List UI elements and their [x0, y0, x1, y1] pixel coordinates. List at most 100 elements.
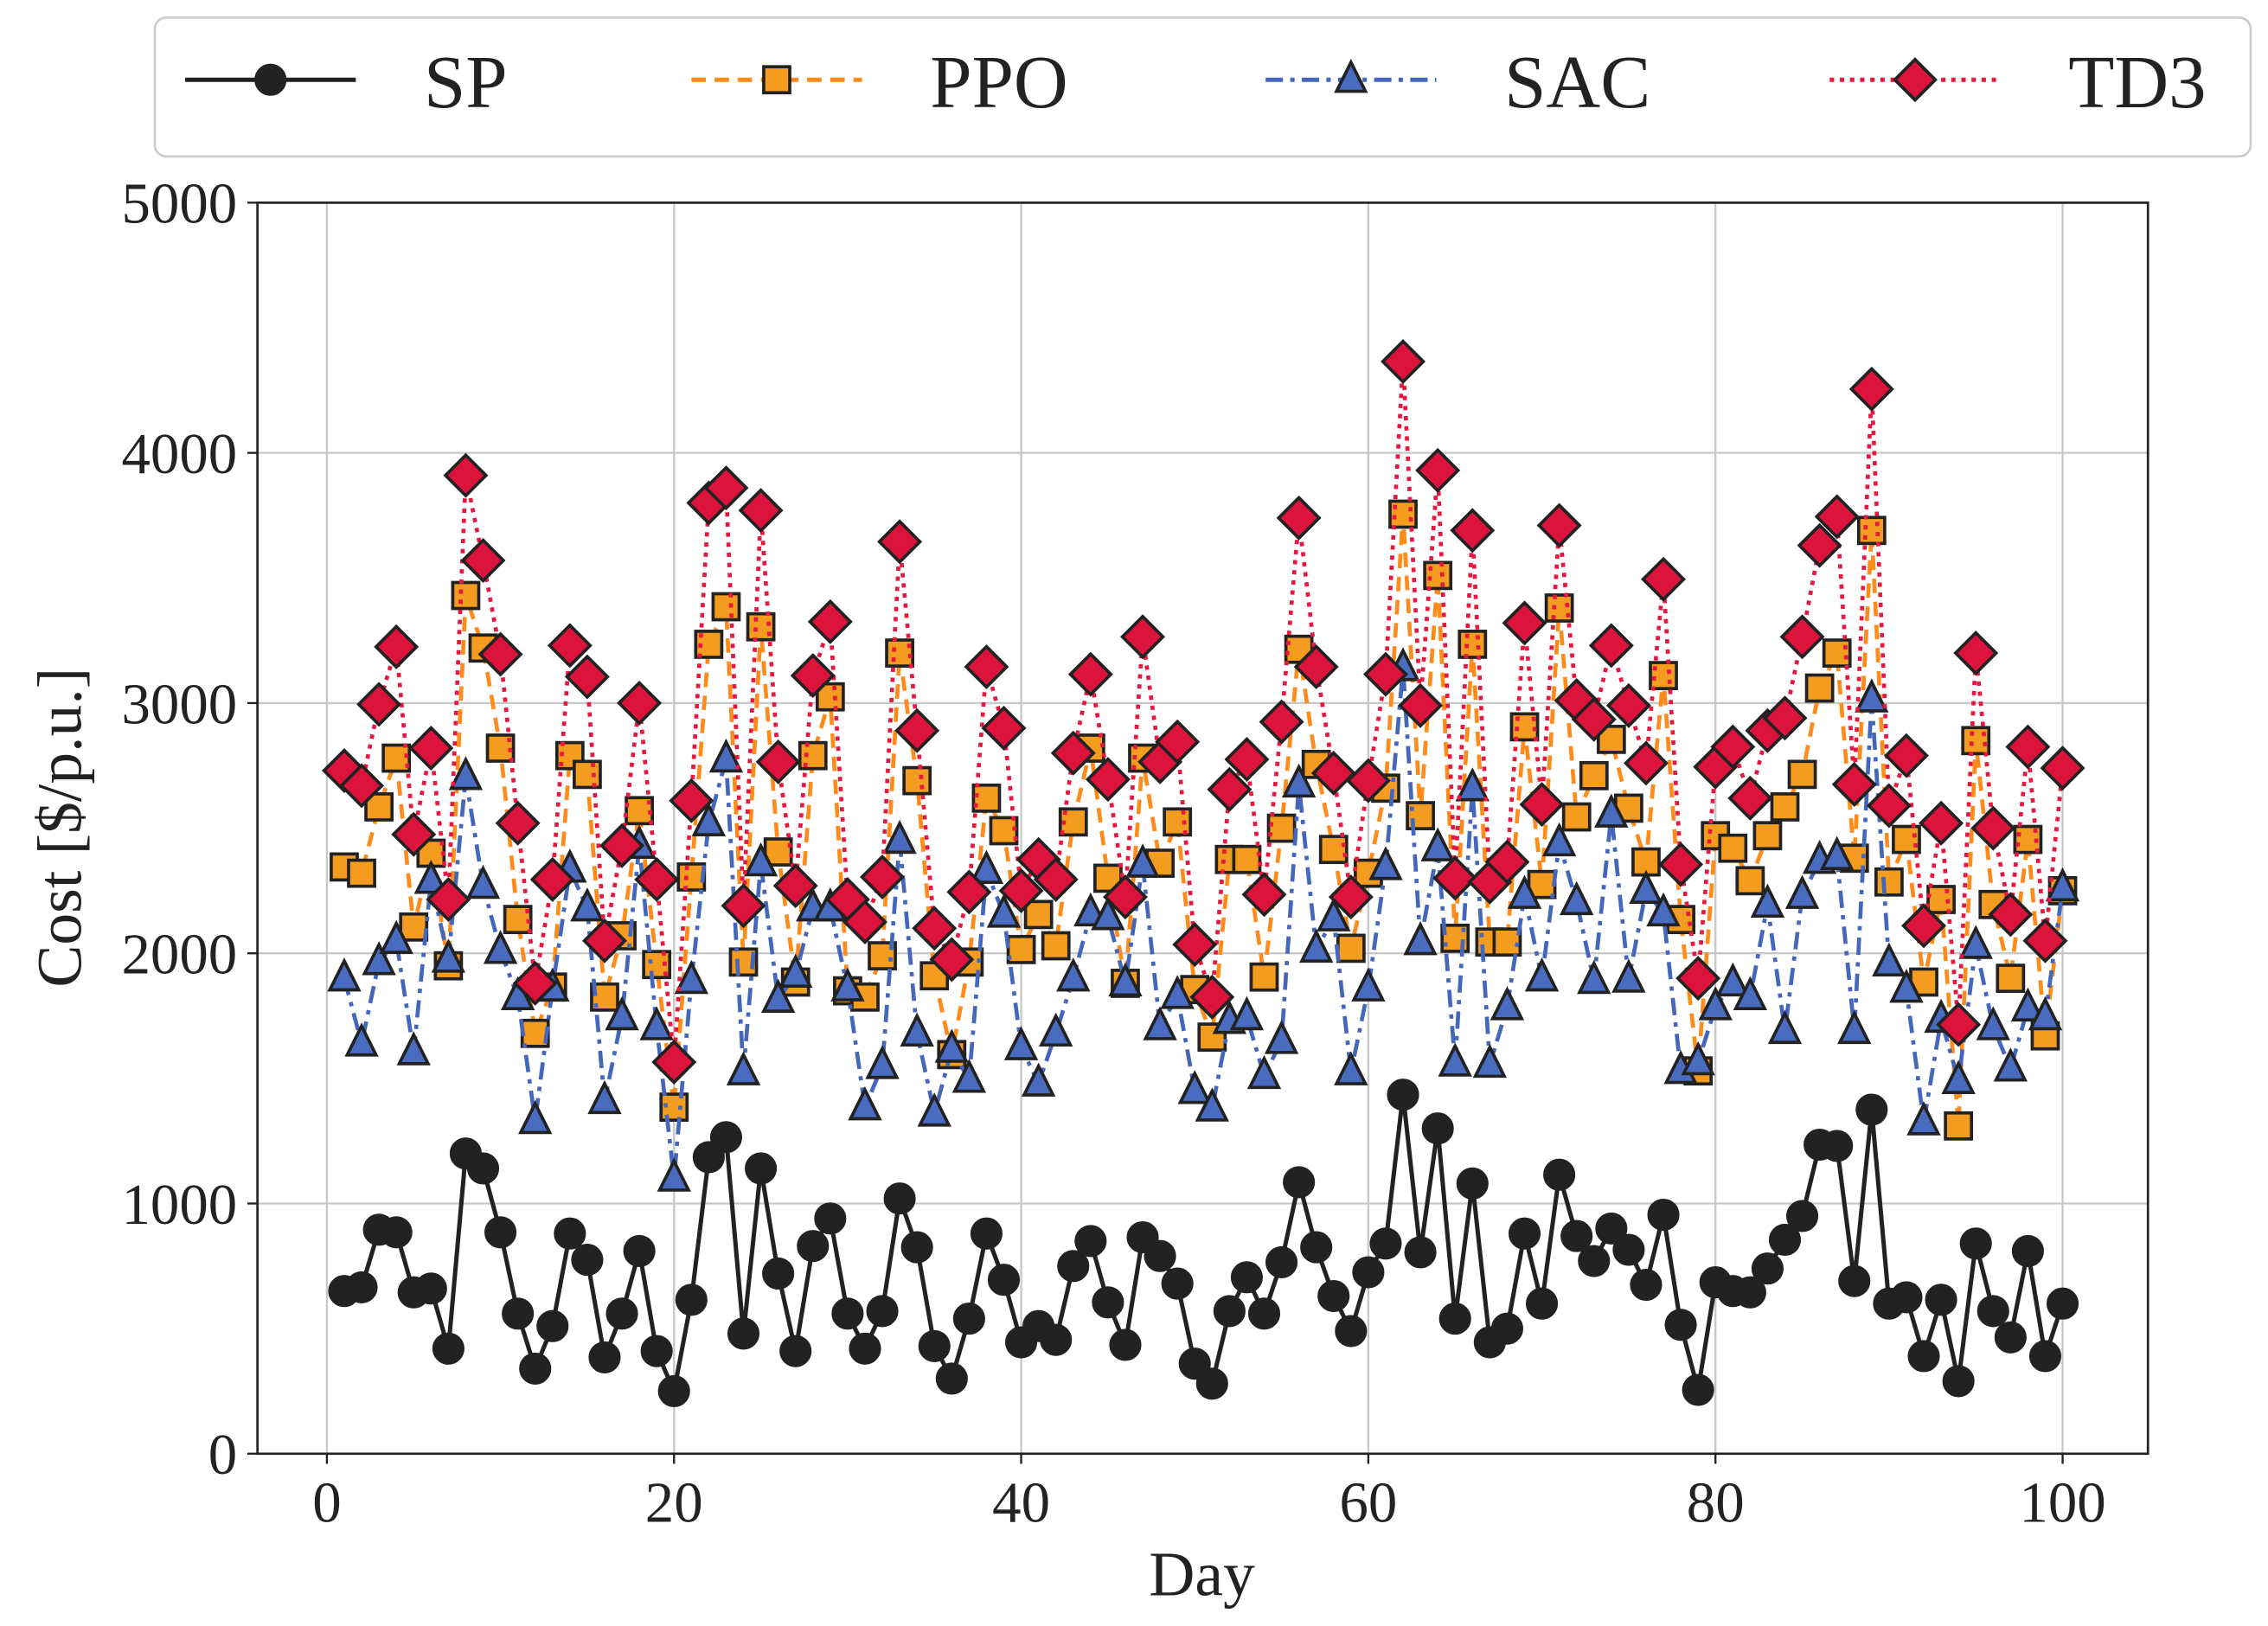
sac-point [1490, 986, 1525, 1021]
td3-point [529, 856, 575, 902]
sac-point [1784, 874, 1820, 909]
sp-point [849, 1332, 881, 1365]
sp-point [1543, 1158, 1576, 1191]
sac-point [1317, 897, 1351, 931]
y-tick-label: 2000 [121, 923, 237, 987]
sp-point [675, 1284, 708, 1316]
sac-point [413, 860, 449, 894]
sp-point [536, 1309, 569, 1342]
td3-point [860, 854, 906, 899]
ppo-point [1892, 824, 1921, 855]
legend-marker [254, 63, 287, 96]
sp-point [1560, 1220, 1593, 1252]
td3-point [1797, 522, 1842, 568]
sp-point [519, 1352, 552, 1385]
td3-point [2022, 918, 2068, 963]
td3-point [1415, 447, 1461, 493]
sac-point [726, 1051, 761, 1085]
legend: SP PPO SAC TD3 [153, 16, 2252, 158]
td3-point [1883, 733, 1929, 778]
ppo-point [1874, 867, 1904, 897]
td3-point [929, 937, 975, 983]
td3-point [2040, 746, 2085, 791]
sac-point [1611, 958, 1646, 993]
plot-frame [256, 201, 2149, 1456]
td3-point [1848, 366, 1894, 412]
sac-point [1837, 1009, 1872, 1045]
sac-point [362, 941, 396, 976]
sac-point [2028, 995, 2063, 1031]
y-axis-label: Cost [$/p.u.] [24, 668, 95, 988]
sac-point [1368, 846, 1403, 880]
sp-point [1247, 1297, 1281, 1330]
sac-point [1298, 928, 1334, 963]
sp-point [1040, 1323, 1073, 1356]
legend-label: TD3 [2068, 41, 2206, 124]
x-axis-ticks: 0 20 40 60 80 100 [312, 1453, 2106, 1534]
sp-point [1733, 1276, 1766, 1309]
x-tick-label: 60 [1339, 1470, 1397, 1534]
sp-point [779, 1335, 812, 1367]
y-axis-ticks: 0 1000 2000 3000 4000 5000 [121, 172, 258, 1487]
td3-point [1102, 874, 1148, 920]
sp-point [727, 1317, 760, 1350]
ppo-point [1266, 813, 1297, 843]
td3-point [374, 624, 420, 669]
legend-label: SAC [1504, 41, 1650, 124]
ppo-point [1232, 844, 1262, 874]
td3-point [1224, 736, 1270, 783]
sp-point [883, 1182, 916, 1215]
sac-point [1681, 1040, 1715, 1076]
td3-point [1484, 839, 1530, 885]
td3-point [547, 623, 593, 669]
sp-point [1057, 1250, 1090, 1283]
td3-point [946, 869, 992, 915]
y-tick-label: 3000 [121, 672, 237, 736]
sac-point [900, 1012, 934, 1047]
sac-point [760, 978, 796, 1013]
sp-point [970, 1217, 1003, 1250]
sac-point [483, 930, 518, 964]
sac-point [1108, 962, 1143, 997]
legend-entry-sp: SP [185, 41, 508, 124]
sac-point [1160, 975, 1195, 1009]
td3-point [1432, 855, 1478, 901]
sp-point [1335, 1315, 1368, 1348]
sp-point [1664, 1309, 1697, 1341]
sac-point [1594, 793, 1629, 828]
td3-point [1727, 775, 1773, 821]
td3-point [599, 823, 645, 868]
sp-point [1161, 1267, 1194, 1300]
td3-point [651, 1040, 697, 1085]
sac-point [1698, 986, 1733, 1021]
ppo-point [1996, 963, 2026, 994]
sp-point [432, 1332, 464, 1365]
td3-point [495, 800, 541, 846]
x-tick-label: 40 [992, 1470, 1050, 1534]
td3-point [1345, 758, 1391, 803]
td3-point [1085, 757, 1131, 803]
sp-point [1508, 1217, 1541, 1250]
sac-point [1420, 827, 1455, 861]
sp-point [1768, 1223, 1802, 1257]
sp-point [1265, 1245, 1298, 1279]
ppo-point [902, 765, 932, 796]
sac-point [1559, 880, 1594, 916]
sac-point [2010, 987, 2046, 1022]
sac-point [2045, 867, 2080, 902]
sp-point [1994, 1321, 2027, 1354]
sp-point [900, 1231, 933, 1264]
td3-point [634, 856, 680, 902]
sp-point [1490, 1312, 1523, 1345]
sp-point [1213, 1295, 1246, 1328]
td3-point [738, 488, 784, 534]
td3-point [755, 739, 801, 784]
ppo-point [1006, 934, 1036, 964]
series-sp [328, 1079, 2079, 1408]
td3-point [721, 883, 766, 929]
sac-point [1003, 1026, 1039, 1060]
sac-point [743, 842, 778, 877]
td3-point [1155, 719, 1201, 765]
td3-point [1571, 696, 1617, 742]
sac-point [691, 802, 727, 836]
